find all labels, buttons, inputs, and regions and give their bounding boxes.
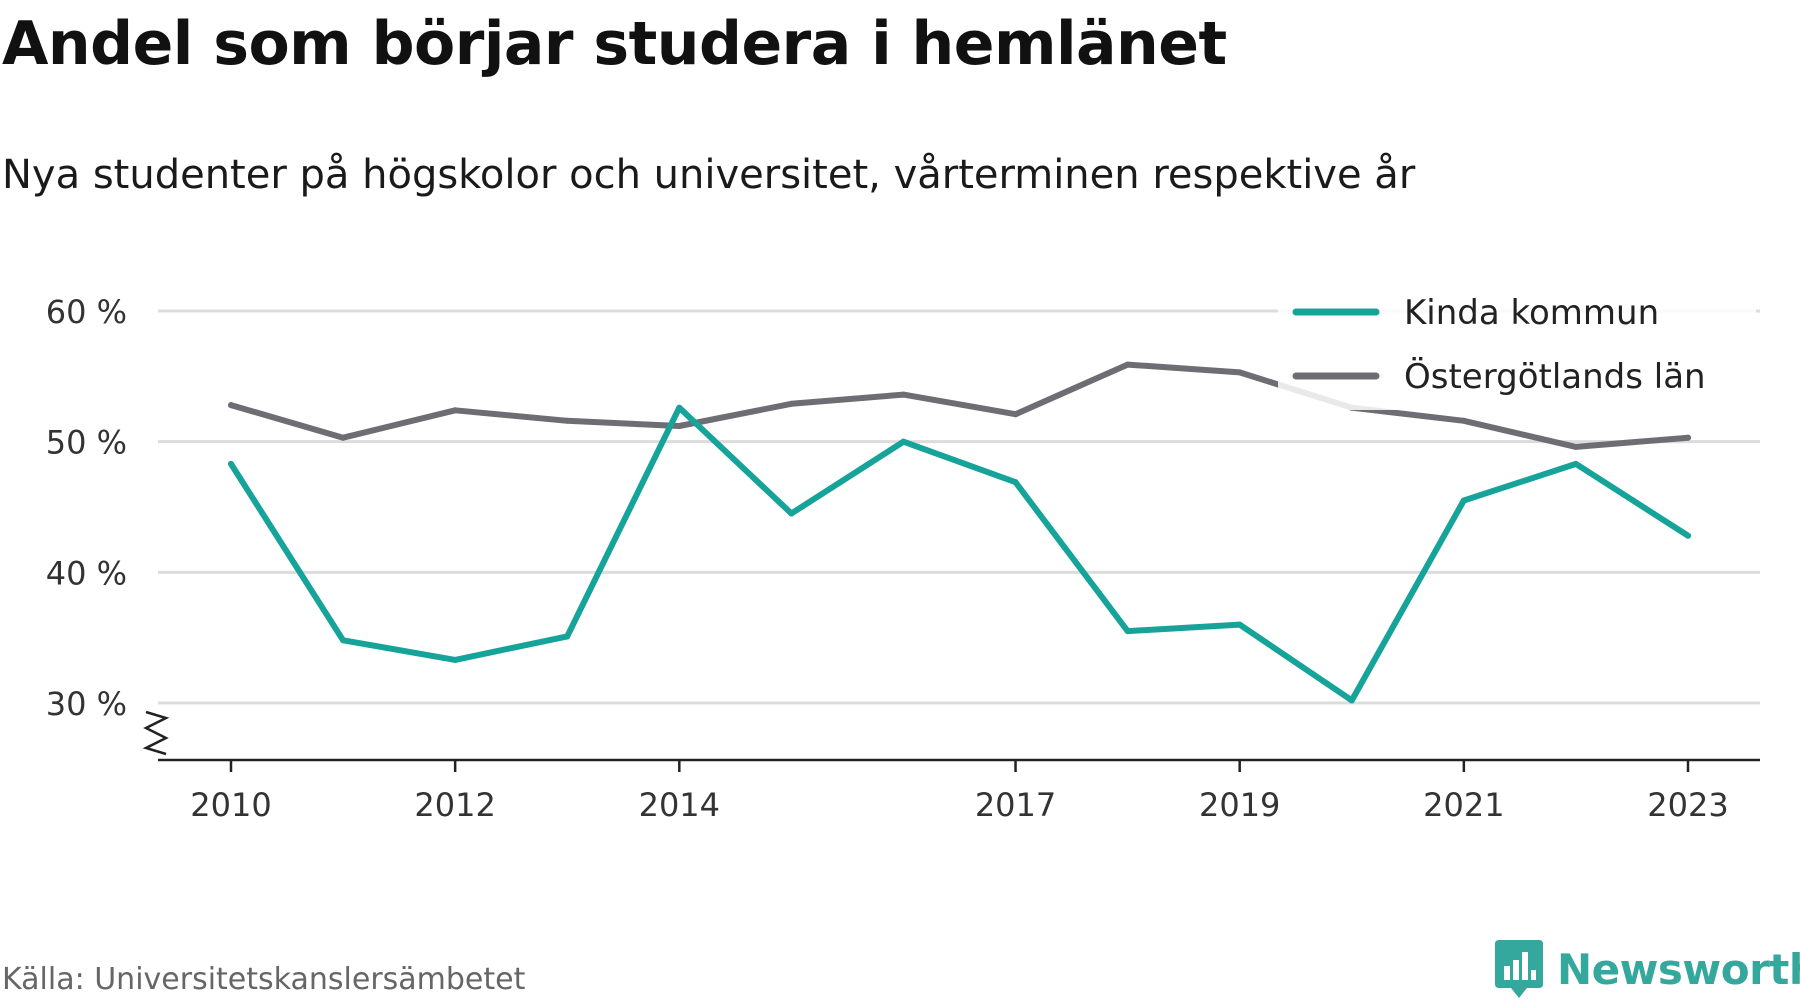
- data-point: [1236, 369, 1243, 376]
- y-tick-label: 60 %: [46, 293, 127, 331]
- data-point: [340, 637, 347, 644]
- x-tick-label: 2023: [1647, 786, 1728, 824]
- data-point: [788, 400, 795, 407]
- x-axis: [142, 710, 1760, 772]
- data-point: [564, 417, 571, 424]
- data-point: [1685, 532, 1691, 539]
- data-point: [1012, 411, 1019, 418]
- x-tick-label: 2012: [414, 786, 495, 824]
- x-tick-labels: 2010 2012 2014 2017 2019 2021 2023: [190, 786, 1728, 824]
- data-point: [1348, 697, 1355, 704]
- y-tick-label: 30 %: [46, 685, 127, 723]
- source-note: Källa: Universitetskanslersämbetet: [2, 962, 526, 997]
- data-point: [1572, 460, 1579, 467]
- legend: Kinda kommun Östergötlands län: [1278, 288, 1756, 410]
- data-point: [676, 422, 683, 429]
- data-point: [1685, 434, 1691, 441]
- data-point: [1012, 479, 1019, 486]
- axis-break-mark: [142, 710, 170, 756]
- newsworthy-logo[interactable]: Newsworthy: [1495, 938, 1800, 1000]
- x-tick-label: 2017: [975, 786, 1056, 824]
- chart-subtitle: Nya studenter på högskolor och universit…: [2, 152, 1416, 198]
- data-point: [564, 633, 571, 640]
- data-point: [452, 656, 459, 663]
- legend-label: Kinda kommun: [1404, 293, 1659, 333]
- data-point: [1572, 443, 1579, 450]
- data-point: [1124, 361, 1131, 368]
- x-tick-label: 2021: [1423, 786, 1504, 824]
- data-point: [1236, 621, 1243, 628]
- data-point: [228, 402, 234, 409]
- newsworthy-bar-chart-icon: [1495, 940, 1543, 998]
- data-point: [900, 391, 907, 398]
- data-point: [340, 434, 347, 441]
- y-tick-labels: 30 % 40 % 50 % 60 %: [46, 293, 127, 723]
- series-lines: [228, 361, 1691, 704]
- x-tick-label: 2014: [639, 786, 720, 824]
- data-point: [452, 407, 459, 414]
- x-tick-label: 2019: [1199, 786, 1280, 824]
- series-line-kinda-kommun: [228, 404, 1691, 704]
- data-point: [788, 510, 795, 517]
- logo-text: Newsworthy: [1557, 944, 1800, 994]
- legend-label: Östergötlands län: [1404, 356, 1706, 397]
- x-tick-label: 2010: [190, 786, 271, 824]
- data-point: [1460, 417, 1467, 424]
- data-point: [676, 404, 683, 411]
- y-tick-label: 50 %: [46, 424, 127, 462]
- data-point: [1124, 628, 1131, 635]
- series-line-ostergotlands-lan: [228, 361, 1691, 450]
- legend-background: [1278, 288, 1756, 410]
- data-point: [1460, 497, 1467, 504]
- data-point: [228, 460, 234, 467]
- data-point: [900, 438, 907, 445]
- y-tick-label: 40 %: [46, 554, 127, 592]
- chart-title: Andel som börjar studera i hemlänet: [2, 9, 1227, 79]
- line-chart: 30 % 40 % 50 % 60 % 2010 2012 2014 2017 2019 202…: [45, 288, 1760, 824]
